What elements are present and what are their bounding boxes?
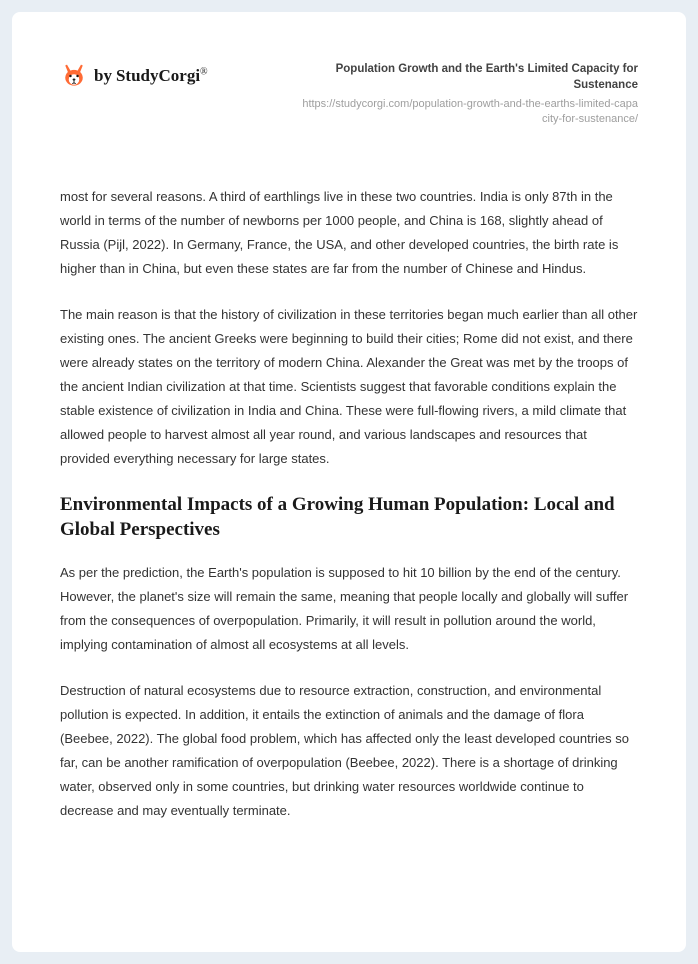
paragraph-1: most for several reasons. A third of ear…: [60, 185, 638, 281]
paragraph-2: The main reason is that the history of c…: [60, 303, 638, 471]
paragraph-3: As per the prediction, the Earth's popul…: [60, 561, 638, 657]
document-url: https://studycorgi.com/population-growth…: [298, 97, 638, 127]
page-header: by StudyCorgi® Population Growth and the…: [60, 62, 638, 127]
brand-name: StudyCorgi: [116, 66, 200, 85]
by-text: by: [94, 66, 112, 85]
corgi-icon: [60, 62, 88, 90]
registered-mark: ®: [200, 67, 208, 78]
document-page: by StudyCorgi® Population Growth and the…: [12, 12, 686, 952]
header-meta: Population Growth and the Earth's Limite…: [298, 62, 638, 127]
document-title: Population Growth and the Earth's Limite…: [298, 62, 638, 93]
by-label: by StudyCorgi®: [94, 66, 208, 86]
logo-block: by StudyCorgi®: [60, 62, 208, 90]
paragraph-4: Destruction of natural ecosystems due to…: [60, 679, 638, 823]
section-heading: Environmental Impacts of a Growing Human…: [60, 493, 638, 542]
